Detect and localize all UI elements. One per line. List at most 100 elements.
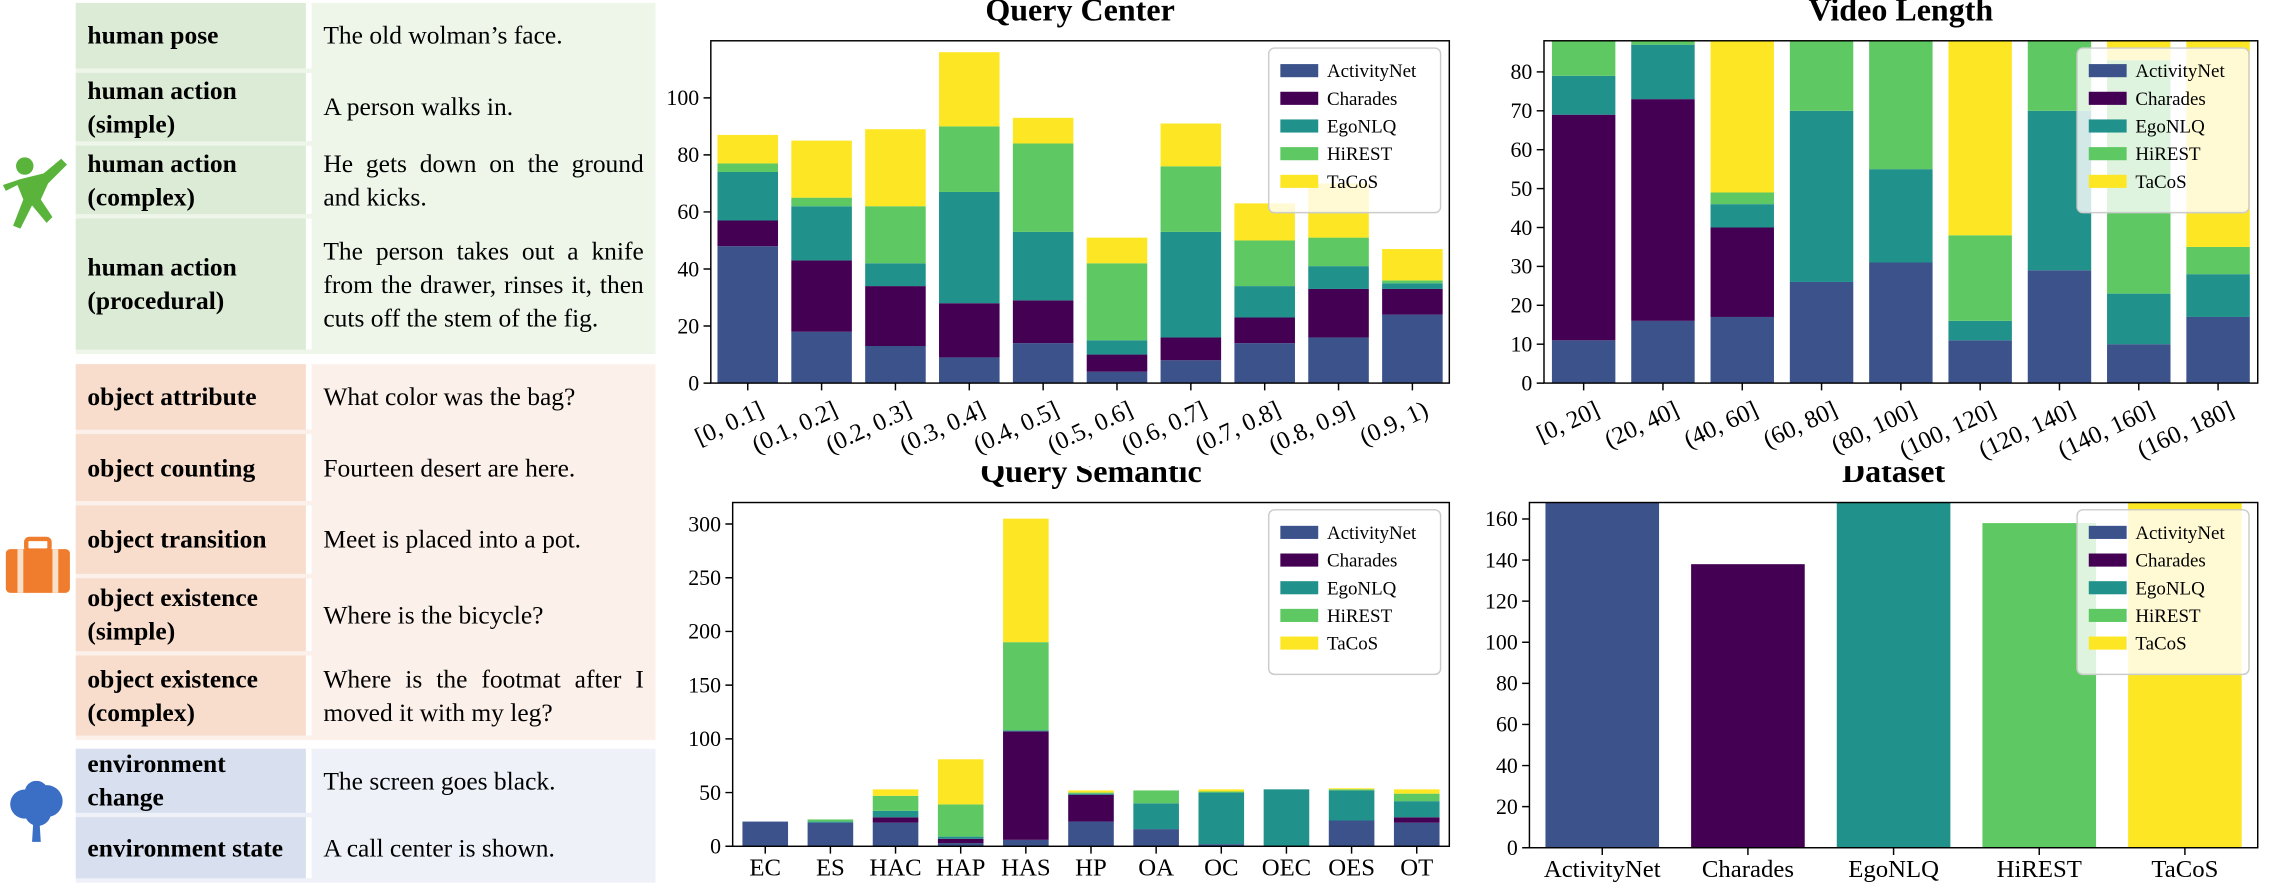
bar-segment (1551, 40, 1616, 76)
x-tick-label: TaCoS (2151, 856, 2218, 883)
bar-segment (1234, 343, 1295, 384)
bar-segment (937, 804, 984, 837)
bar-segment (1198, 844, 1245, 847)
bar-segment (1710, 204, 1774, 228)
x-tick-label: OT (1400, 854, 1433, 881)
bar-segment (2107, 293, 2171, 345)
bar-segment (1198, 789, 1245, 792)
y-tick-label: 100 (1485, 631, 1518, 655)
legend-label: ActivityNet (1327, 523, 1417, 544)
x-tick-label: HiREST (1997, 856, 2082, 883)
example-text: He gets down on the ground and kicks. (323, 147, 644, 211)
x-tick-label: (0.4, 0.5] (970, 396, 1064, 459)
bar-segment (937, 836, 984, 839)
y-tick-label: 60 (677, 200, 699, 224)
y-tick-label: 40 (1511, 216, 1533, 240)
legend-label: TaCoS (2135, 172, 2186, 193)
example-text: What color was the bag? (323, 381, 576, 411)
bar-segment (1382, 288, 1443, 315)
legend-swatch (2088, 64, 2127, 78)
y-tick-label: 160 (1485, 507, 1518, 531)
bar-segment (1012, 231, 1074, 301)
bar-segment (865, 286, 926, 347)
legend-swatch (2088, 91, 2127, 105)
legend-swatch (2088, 636, 2127, 650)
legend-box (1267, 509, 1442, 676)
bar-segment (1948, 40, 2012, 236)
bar-segment (1393, 822, 1440, 847)
example: Where is the bicycle? (312, 578, 656, 651)
table-row: object existence (complex) Where is the f… (75, 655, 656, 736)
bar-segment (1308, 337, 1369, 384)
legend-label: EgoNLQ (2135, 117, 2205, 138)
example: The old wolman’s face. (312, 3, 656, 69)
bar-segment (1308, 237, 1369, 267)
bar-segment (1869, 262, 1933, 384)
category: human action (procedural) (75, 218, 312, 350)
legend-label: HiREST (1327, 606, 1393, 627)
example: A person walks in. (312, 73, 656, 141)
bar-segment (872, 789, 919, 796)
y-tick-label: 300 (688, 512, 721, 536)
bar-segment (1710, 316, 1774, 384)
bar-segment (1948, 320, 2012, 341)
category: object attribute (75, 364, 312, 430)
category: human action (complex) (75, 145, 312, 215)
table-row: human action (complex) He gets down on th… (75, 145, 656, 215)
chart: Dataset 0 20 40 60 80 100 120 140 160 ActivityNet C… (1485, 466, 2259, 883)
bar-segment (1003, 642, 1049, 731)
x-tick-label: EgoNLQ (1848, 856, 1939, 883)
x-tick-label: OES (1328, 854, 1375, 881)
bar-segment (717, 172, 779, 221)
bar-segment (937, 843, 984, 847)
bar-segment (807, 821, 854, 823)
legend-label: EgoNLQ (2135, 578, 2205, 599)
y-tick-label: 40 (1496, 754, 1518, 778)
x-tick-label: HAC (869, 854, 921, 881)
bar-segment (1068, 793, 1114, 795)
bar-segment (1160, 360, 1222, 384)
plot-area (717, 52, 1443, 384)
bar-segment (1382, 283, 1443, 289)
bar-segment (1382, 314, 1443, 384)
x-tick-label: HAS (1001, 854, 1051, 881)
chart-title: Video Length (1808, 0, 1993, 27)
bar-segment (1869, 169, 1933, 263)
y-tick-label: 60 (1496, 713, 1518, 737)
category: object transition (75, 505, 312, 574)
bar-segment (2186, 274, 2250, 317)
table-group: object attribute What color was the bag? o… (75, 364, 656, 740)
legend-swatch (1280, 608, 1319, 622)
bar-segment (1382, 249, 1443, 281)
example: Fourteen desert are here. (312, 434, 656, 501)
bar-segment (717, 134, 779, 164)
y-tick-label: 20 (1511, 294, 1533, 318)
bar-segment (865, 206, 926, 264)
bar-segment (1133, 790, 1179, 804)
legend-label: TaCoS (2135, 634, 2186, 655)
plot-frame (731, 501, 1451, 848)
bar-segment (1160, 123, 1222, 167)
bar-segment (865, 346, 926, 384)
legend-label: HiREST (1327, 144, 1393, 165)
y-tick-label: 20 (677, 314, 699, 338)
x-tick-label: [0, 20] (1532, 396, 1603, 448)
x-tick-label: (0.3, 0.4] (896, 396, 990, 459)
legend: ActivityNet Charades EgoNLQ HiREST TaCoS (1267, 509, 1442, 676)
bar-segment (807, 822, 854, 847)
chart: Video Length 0 10 20 30 40 50 60 70 80 [0, 20](20,… (1511, 0, 2259, 464)
x-tick-label: HAP (936, 854, 986, 881)
legend-label: ActivityNet (2135, 61, 2225, 82)
legend-label: TaCoS (1327, 634, 1378, 655)
example: Where is the footmat after I moved it wi… (312, 655, 656, 735)
x-tick-label: (0.6, 0.7] (1117, 396, 1211, 459)
y-tick-label: 0 (688, 371, 699, 395)
bar-segment (1263, 789, 1310, 847)
bar-segment (1948, 235, 2012, 321)
bar-segment (1160, 337, 1222, 361)
bar-segment (791, 260, 852, 332)
bar-segment (1328, 789, 1375, 791)
bar-segment (1948, 340, 2012, 384)
legend-label: Charades (1327, 89, 1397, 110)
legend-swatch (1280, 119, 1319, 133)
